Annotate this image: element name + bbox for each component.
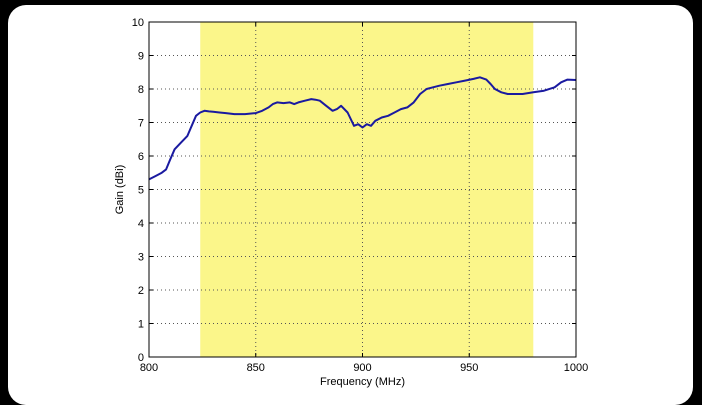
x-tick-label: 850 xyxy=(247,362,265,374)
y-tick-label: 9 xyxy=(138,51,144,63)
x-tick-label: 800 xyxy=(140,362,158,374)
y-tick-label: 1 xyxy=(138,319,144,331)
highlight-band xyxy=(200,22,534,357)
y-tick-label: 2 xyxy=(138,285,144,297)
y-tick-label: 7 xyxy=(138,118,144,130)
y-axis-label: Gain (dBi) xyxy=(114,165,126,215)
series-line xyxy=(148,76,577,181)
y-tick-label: 6 xyxy=(138,151,144,163)
x-tick-label: 950 xyxy=(460,362,478,374)
x-axis-label: Frequency (MHz) xyxy=(320,376,405,388)
y-tick-label: 0 xyxy=(138,352,144,364)
x-tick-label: 900 xyxy=(353,362,371,374)
chart-frame: 800 850 900 950 1000 0 1 2 3 4 5 6 7 8 9 10 Frequency (M… xyxy=(8,5,693,405)
y-tick-label: 3 xyxy=(138,252,144,264)
x-tick-label: 1000 xyxy=(564,362,588,374)
y-tick-label: 5 xyxy=(138,185,144,197)
y-tick-label: 4 xyxy=(138,218,144,230)
y-tick-label: 10 xyxy=(132,17,144,29)
gain-chart: 800 850 900 950 1000 0 1 2 3 4 5 6 7 8 9 10 Frequency (M… xyxy=(114,17,588,388)
y-tick-label: 8 xyxy=(138,84,144,96)
